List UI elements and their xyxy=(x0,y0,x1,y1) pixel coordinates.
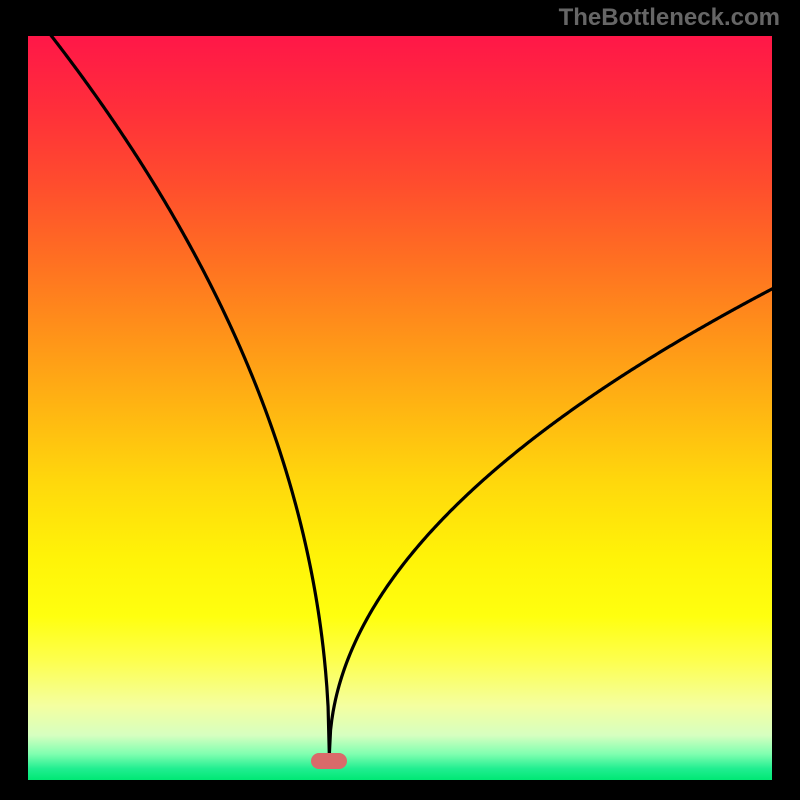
watermark-text: TheBottleneck.com xyxy=(559,4,780,32)
plot-area xyxy=(28,36,772,780)
optimum-marker xyxy=(311,753,347,769)
plot-frame xyxy=(0,0,800,800)
bottleneck-curve xyxy=(28,36,772,780)
